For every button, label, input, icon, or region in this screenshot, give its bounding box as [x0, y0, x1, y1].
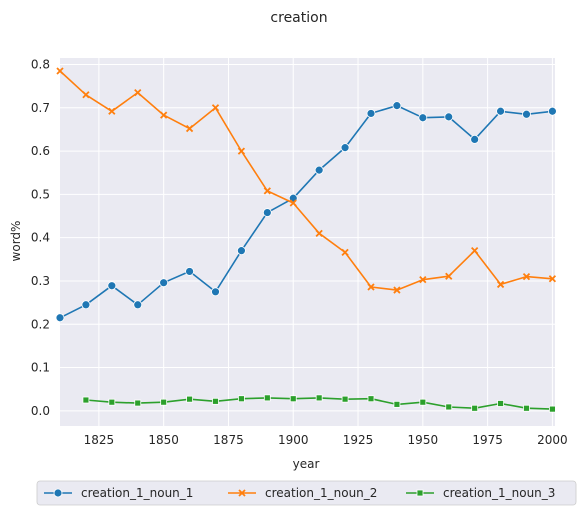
- data-point: [264, 395, 270, 401]
- y-tick-label: 0.8: [31, 57, 50, 71]
- chart-title: creation: [270, 10, 327, 26]
- data-point: [135, 400, 141, 406]
- y-tick-label: 0.3: [31, 274, 50, 288]
- data-point: [498, 400, 504, 406]
- data-point: [56, 314, 64, 322]
- legend-label: creation_1_noun_3: [443, 486, 555, 500]
- y-tick-label: 0.4: [31, 231, 50, 245]
- data-point: [446, 404, 452, 410]
- data-point: [523, 405, 529, 411]
- data-point: [161, 399, 167, 405]
- x-tick-label: 1925: [343, 433, 374, 447]
- data-point: [315, 166, 323, 174]
- data-point: [160, 279, 168, 287]
- data-point: [393, 102, 401, 110]
- legend-marker: [417, 490, 423, 496]
- data-point: [342, 396, 348, 402]
- legend-label: creation_1_noun_1: [81, 486, 193, 500]
- y-axis-ticks: 0.0 0.1 0.2 0.3 0.4 0.5 0.6 0.7 0.8: [31, 57, 50, 417]
- x-tick-label: 1825: [84, 433, 115, 447]
- x-tick-label: 2000: [537, 433, 568, 447]
- data-point: [83, 397, 89, 403]
- y-tick-label: 0.6: [31, 144, 50, 158]
- data-point: [471, 135, 479, 143]
- data-point: [108, 282, 116, 290]
- data-point: [82, 301, 90, 309]
- data-point: [186, 267, 194, 275]
- y-tick-label: 0.2: [31, 317, 50, 331]
- data-point: [187, 396, 193, 402]
- x-axis-label: year: [293, 457, 320, 471]
- data-point: [134, 301, 142, 309]
- data-point: [472, 405, 478, 411]
- x-tick-label: 1850: [148, 433, 179, 447]
- legend: creation_1_noun_1 creation_1_noun_2 creati…: [37, 481, 576, 505]
- data-point: [497, 107, 505, 115]
- y-tick-label: 0.1: [31, 361, 50, 375]
- data-point: [548, 107, 556, 115]
- data-point: [367, 109, 375, 117]
- data-point: [316, 395, 322, 401]
- x-tick-label: 1875: [213, 433, 244, 447]
- data-point: [549, 406, 555, 412]
- plot-area: [60, 58, 555, 426]
- data-point: [211, 288, 219, 296]
- data-point: [212, 398, 218, 404]
- data-point: [290, 396, 296, 402]
- x-axis-ticks: 1825 1850 1875 1900 1925 1950 1975 2000: [84, 433, 568, 447]
- data-point: [419, 114, 427, 122]
- y-axis-label: word%: [9, 221, 23, 262]
- x-tick-label: 1900: [278, 433, 309, 447]
- y-tick-label: 0.5: [31, 187, 50, 201]
- data-point: [341, 144, 349, 152]
- data-point: [263, 209, 271, 217]
- legend-label: creation_1_noun_2: [265, 486, 377, 500]
- x-tick-label: 1950: [408, 433, 439, 447]
- y-tick-label: 0.7: [31, 101, 50, 115]
- data-point: [445, 113, 453, 121]
- data-point: [394, 401, 400, 407]
- data-point: [522, 110, 530, 118]
- y-tick-label: 0.0: [31, 404, 50, 418]
- data-point: [368, 396, 374, 402]
- data-point: [109, 399, 115, 405]
- data-point: [237, 247, 245, 255]
- data-point: [420, 399, 426, 405]
- legend-marker: [54, 489, 62, 497]
- data-point: [238, 396, 244, 402]
- x-tick-label: 1975: [472, 433, 503, 447]
